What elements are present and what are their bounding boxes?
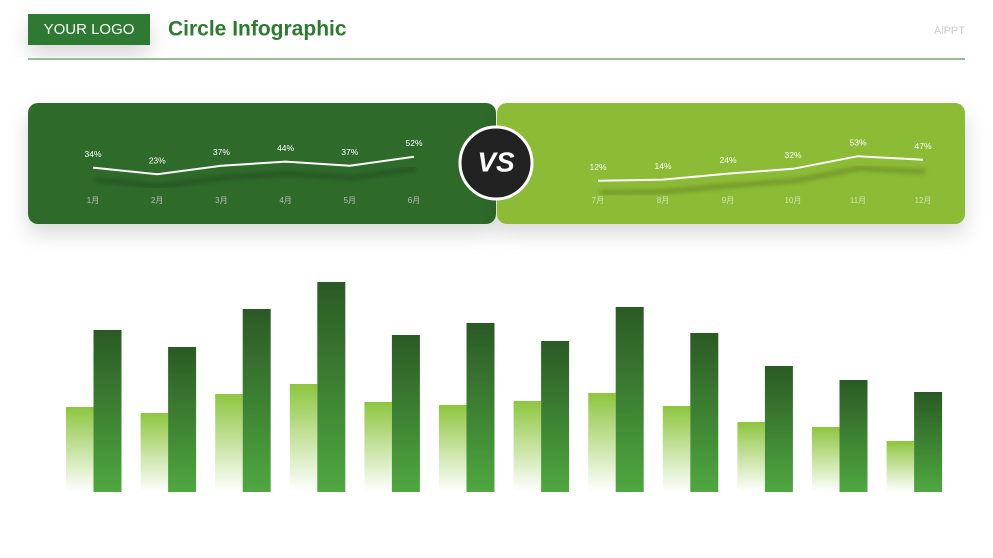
bar xyxy=(513,401,542,492)
watermark: AiPPT xyxy=(934,25,965,37)
bar xyxy=(914,392,943,492)
line-shadow xyxy=(94,166,417,189)
bar xyxy=(886,441,915,492)
bar xyxy=(364,402,392,492)
bar xyxy=(764,366,793,492)
x-tick-label: 2月 xyxy=(151,196,163,205)
bar xyxy=(93,330,122,492)
bar xyxy=(242,309,271,492)
x-tick-label: 9月 xyxy=(722,196,734,205)
bar xyxy=(140,413,169,492)
data-label: 37% xyxy=(213,147,230,157)
vs-circle xyxy=(458,125,534,201)
bar xyxy=(439,405,467,492)
bar xyxy=(615,307,644,492)
bar xyxy=(215,394,243,492)
bar xyxy=(317,282,346,492)
data-label: 37% xyxy=(341,147,358,157)
vs-label: VS xyxy=(477,146,515,177)
logo: YOUR LOGO xyxy=(44,21,135,38)
bar xyxy=(737,422,765,492)
data-label: 44% xyxy=(277,143,294,153)
bar xyxy=(690,333,719,492)
data-label: 23% xyxy=(149,155,166,165)
x-tick-label: 3月 xyxy=(215,196,227,205)
data-label: 24% xyxy=(719,155,736,165)
bar xyxy=(812,427,840,492)
x-tick-label: 11月 xyxy=(850,196,866,205)
x-tick-label: 5月 xyxy=(344,196,356,205)
logo-box xyxy=(28,14,150,45)
data-label: 34% xyxy=(84,149,101,159)
data-label: 52% xyxy=(405,138,422,148)
line xyxy=(597,155,924,182)
title: Circle Infographic xyxy=(168,18,347,41)
x-tick-label: 7月 xyxy=(592,196,604,205)
data-label: 47% xyxy=(914,141,931,151)
bar xyxy=(662,406,691,492)
bar xyxy=(168,347,197,492)
bar xyxy=(66,407,94,492)
x-tick-label: 10月 xyxy=(785,196,802,205)
bar xyxy=(391,335,420,492)
charts: 1月 34% 2月 23% 3月 37% 4月 44% 5月 37% 6月 52% 7月 12% 8月 14%… xyxy=(28,103,965,492)
bar xyxy=(289,384,318,492)
bar xyxy=(466,323,495,492)
bar xyxy=(839,380,868,492)
line xyxy=(92,155,415,176)
data-label: 53% xyxy=(849,137,866,147)
data-label: 14% xyxy=(654,161,671,171)
bar xyxy=(588,393,616,492)
bar xyxy=(541,341,570,492)
x-tick-label: 6月 xyxy=(408,196,420,205)
x-tick-label: 8月 xyxy=(657,196,669,205)
data-label: 12% xyxy=(589,162,606,172)
line-shadow xyxy=(599,165,926,196)
x-tick-label: 12月 xyxy=(915,196,932,205)
x-tick-label: 4月 xyxy=(279,196,291,205)
data-label: 32% xyxy=(784,150,801,160)
x-tick-label: 1月 xyxy=(87,196,99,205)
